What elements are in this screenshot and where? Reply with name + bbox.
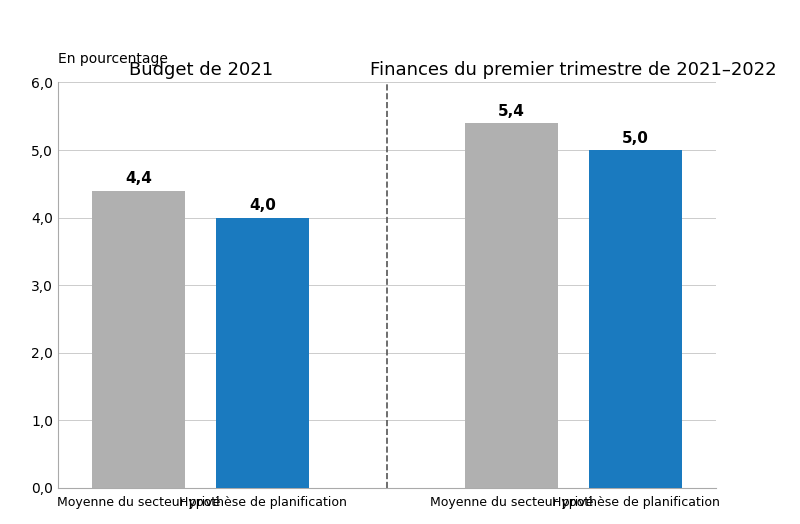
Text: En pourcentage: En pourcentage [58,51,168,66]
Text: Finances du premier trimestre de 2021–2022: Finances du premier trimestre de 2021–20… [370,61,777,79]
Text: 4,0: 4,0 [250,199,276,213]
Bar [589,150,682,488]
Text: 5,4: 5,4 [498,104,525,119]
Bar [465,123,558,488]
Bar [216,217,310,488]
Bar [92,191,185,488]
Text: 4,4: 4,4 [125,171,152,187]
Text: 5,0: 5,0 [622,131,649,146]
Text: Budget de 2021: Budget de 2021 [129,61,273,79]
